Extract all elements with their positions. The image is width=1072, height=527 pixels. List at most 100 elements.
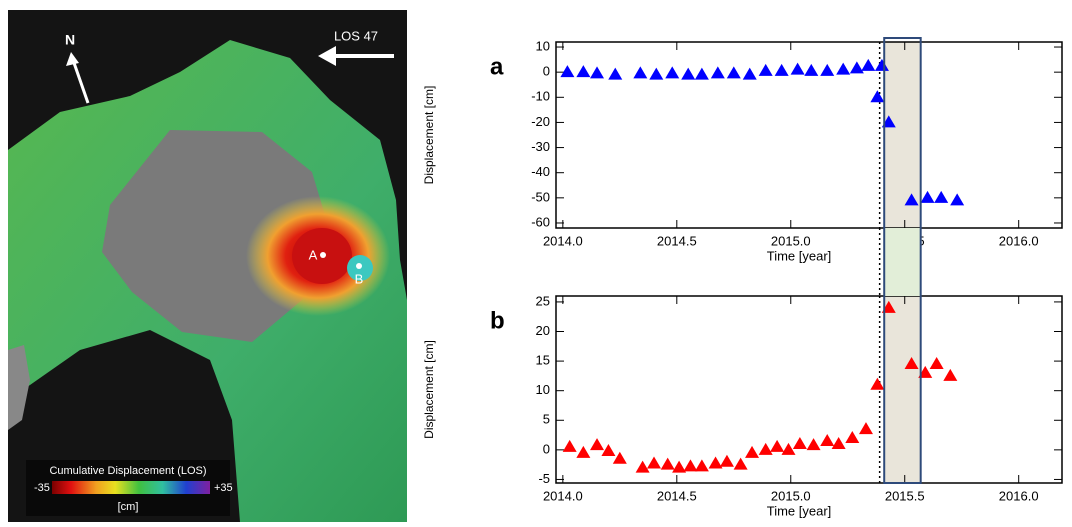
y-tick-label: 25: [536, 293, 550, 308]
y-tick-label: 10: [536, 38, 550, 53]
x-axis-label: Time [year]: [767, 248, 832, 263]
x-tick-label: 2016.0: [999, 488, 1039, 503]
x-tick-label: 2015.0: [771, 488, 811, 503]
north-label: N: [65, 32, 75, 48]
y-tick-label: -30: [531, 139, 550, 154]
data-point: [920, 190, 935, 203]
data-point: [790, 62, 805, 75]
north-arrow-head: [66, 52, 79, 66]
point-b: [356, 263, 362, 269]
data-point: [745, 445, 760, 458]
x-axis-label: Time [year]: [767, 503, 832, 518]
data-point: [710, 66, 725, 79]
plot-frame: [555, 41, 1063, 229]
x-tick-label: 2014.0: [543, 488, 583, 503]
data-point: [950, 193, 965, 206]
data-point: [934, 190, 949, 203]
data-point: [929, 357, 944, 370]
colorbar-title: Cumulative Displacement (LOS): [49, 465, 206, 477]
data-point: [870, 377, 885, 390]
data-point: [576, 445, 591, 458]
data-point: [649, 67, 664, 80]
los-arrow-head: [318, 46, 336, 66]
colorbar: [52, 481, 210, 494]
data-point: [849, 61, 864, 74]
data-point: [836, 62, 851, 75]
x-tick-label: 2014.0: [543, 233, 583, 248]
data-point: [918, 365, 933, 378]
data-point: [806, 438, 821, 451]
panel-label: a: [490, 53, 504, 80]
data-point: [719, 454, 734, 467]
charts: 2014.0 2014.5 2015.0 2015.5 2016.0 10 0 -10 -20 -…: [422, 37, 1063, 518]
x-tick-label: 2015.5: [885, 488, 925, 503]
colorbar-min: -35: [34, 482, 50, 494]
point-a-label: A: [309, 247, 318, 262]
point-a: [320, 252, 326, 258]
data-point: [870, 90, 885, 103]
highlight-outline: [883, 37, 922, 484]
data-point: [758, 63, 773, 76]
y-tick-label: 5: [543, 412, 550, 427]
point-b-label: B: [355, 271, 364, 286]
data-point: [904, 193, 919, 206]
data-point: [694, 459, 709, 472]
data-point: [820, 63, 835, 76]
y-tick-label: -60: [531, 214, 550, 229]
map: A B N LOS 47 Cumulative Displacement (LO…: [8, 10, 407, 522]
y-tick-label: 10: [536, 382, 550, 397]
data-point: [633, 66, 648, 79]
data-point: [683, 459, 698, 472]
data-point: [726, 66, 741, 79]
y-tick-label: -40: [531, 164, 550, 179]
x-tick-label: 2015.0: [771, 233, 811, 248]
data-point: [612, 451, 627, 464]
data-point: [562, 439, 577, 452]
panel-label: b: [490, 307, 505, 334]
data-point: [770, 439, 785, 452]
island: [8, 345, 30, 430]
y-tick-label: 20: [536, 323, 550, 338]
data-point: [858, 422, 873, 435]
data-point: [804, 63, 819, 76]
data-point: [708, 456, 723, 469]
y-axis-label: Displacement [cm]: [422, 86, 436, 185]
highlight-span: [884, 42, 921, 228]
y-tick-label: -5: [538, 471, 550, 486]
north-arrow: [71, 59, 90, 104]
data-point: [881, 300, 896, 313]
data-point: [742, 67, 757, 80]
data-point: [590, 438, 605, 451]
data-point: [881, 115, 896, 128]
y-axis-label: Displacement [cm]: [422, 340, 436, 439]
data-point: [845, 431, 860, 444]
data-point: [665, 66, 680, 79]
data-point: [590, 66, 605, 79]
y-tick-label: -10: [531, 89, 550, 104]
data-point: [874, 58, 889, 71]
data-point: [820, 433, 835, 446]
plot-frame: [555, 295, 1063, 484]
data-point: [758, 442, 773, 455]
y-tick-label: -50: [531, 189, 550, 204]
y-tick-label: -20: [531, 114, 550, 129]
data-point: [861, 58, 876, 71]
data-point: [608, 67, 623, 80]
data-point: [560, 65, 575, 78]
highlight-span: [884, 296, 921, 483]
colorbar-max: +35: [214, 482, 233, 494]
data-point: [681, 67, 696, 80]
data-point: [781, 442, 796, 455]
los-label: LOS 47: [334, 28, 378, 43]
data-point: [601, 444, 616, 457]
data-point: [831, 436, 846, 449]
y-tick-label: 15: [536, 353, 550, 368]
colorbar-unit: [cm]: [118, 501, 139, 513]
data-point: [733, 457, 748, 470]
data-point: [635, 460, 650, 473]
data-point: [576, 65, 591, 78]
x-tick-label: 2016.0: [999, 233, 1039, 248]
highlight-gap: [884, 228, 921, 296]
data-point: [943, 368, 958, 381]
